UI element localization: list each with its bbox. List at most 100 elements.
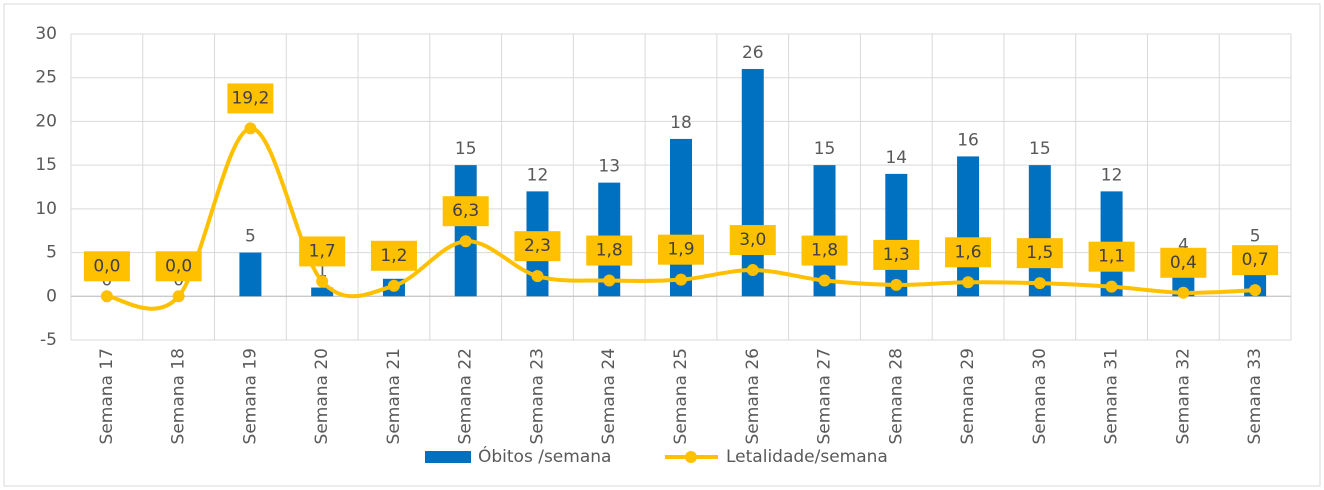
line-label-box (658, 234, 704, 265)
line-value-label: 1,2 (380, 246, 407, 266)
bar (1028, 165, 1051, 297)
line-label-box (945, 237, 992, 268)
bar (741, 68, 764, 297)
line-point (387, 279, 400, 292)
line-value-label: 1,6 (955, 242, 982, 262)
bar-value-label: 15 (1029, 139, 1051, 159)
line-label-box (514, 231, 561, 262)
line-point (675, 273, 687, 286)
x-tick-label: Semana 21 (384, 348, 404, 444)
x-tick-label: Semana 19 (240, 348, 260, 444)
y-tick-label: 25 (35, 68, 57, 88)
x-tick-label: Semana 29 (958, 348, 978, 444)
x-tick-label: Semana 22 (456, 348, 476, 444)
line-value-label: 1,5 (1026, 243, 1053, 263)
legend-label: Letalidade/semana (726, 447, 888, 467)
line-point (531, 270, 544, 283)
y-tick-label: 5 (46, 243, 57, 263)
x-tick-label: Semana 28 (886, 348, 906, 444)
bar (885, 173, 908, 297)
line-value-label: 0,7 (1242, 250, 1269, 270)
bar-value-label: 16 (957, 130, 979, 150)
bar-value-label: 12 (527, 165, 549, 185)
line-point (1177, 286, 1190, 299)
line-label-box (801, 235, 848, 266)
bar (957, 156, 980, 297)
y-tick-label: 0 (46, 286, 57, 306)
line-value-label: 1,3 (883, 245, 910, 265)
bar-value-label: 13 (598, 157, 620, 177)
line-value-label: 1,1 (1098, 247, 1125, 267)
line-value-label: 2,3 (524, 236, 551, 256)
line-point (603, 274, 616, 287)
line-point (316, 275, 329, 288)
bar (670, 138, 692, 297)
line-point (818, 274, 831, 287)
bar (454, 165, 477, 297)
x-tick-label: Semana 27 (815, 348, 835, 444)
line-label-box (873, 239, 920, 270)
line-label-box (299, 236, 346, 267)
y-tick-label: 10 (35, 199, 57, 219)
line-value-label: 3,0 (739, 230, 766, 250)
line-point (1105, 280, 1118, 293)
line-label-box (227, 83, 274, 114)
line-label-box (1232, 245, 1279, 276)
line-label-box (370, 240, 417, 271)
line-value-label: 0,0 (93, 256, 120, 276)
line-point (890, 278, 903, 291)
x-tick-label: Semana 18 (169, 348, 189, 444)
x-tick-label: Semana 20 (312, 348, 332, 444)
bar-value-label: 5 (1250, 227, 1261, 247)
legend-swatch-point (685, 451, 697, 463)
line-value-label: 1,8 (811, 241, 838, 261)
line-label-box (729, 225, 776, 256)
y-tick-label: -5 (40, 330, 57, 350)
bar-value-label: 15 (455, 139, 477, 159)
x-tick-label: Semana 32 (1173, 348, 1193, 444)
line-label-box (155, 251, 202, 282)
x-tick-label: Semana 17 (97, 348, 117, 444)
bar-value-label: 15 (814, 139, 836, 159)
bar-value-label: 26 (742, 43, 764, 63)
bar-value-label: 14 (885, 148, 907, 168)
bar-value-label: 4 (1178, 235, 1189, 255)
x-tick-label: Semana 23 (527, 348, 547, 444)
line-point (244, 122, 257, 135)
line-label-box (1088, 241, 1135, 272)
line-point (1033, 277, 1046, 290)
bar (311, 287, 334, 297)
bar-value-label: 5 (245, 227, 256, 247)
line-value-label: 0,0 (165, 256, 192, 276)
line-value-label: 1,7 (309, 241, 336, 261)
line-point (459, 235, 472, 248)
legend-label: Óbitos /semana (478, 445, 611, 467)
line-point (100, 290, 113, 303)
bar-value-label: 18 (670, 113, 692, 133)
line-value-label: 1,9 (667, 240, 694, 260)
x-tick-label: Semana 25 (671, 348, 691, 444)
line-point (172, 290, 185, 303)
line-label-box (1160, 247, 1207, 278)
y-tick-label: 15 (35, 155, 57, 175)
y-tick-label: 20 (35, 111, 57, 131)
legend-swatch-bar (425, 451, 471, 463)
line-point (962, 276, 975, 289)
y-tick-label: 30 (35, 24, 57, 44)
line-value-label: 6,3 (452, 201, 479, 221)
x-tick-label: Semana 33 (1245, 348, 1265, 444)
line-value-label: 0,4 (1170, 253, 1197, 273)
x-tick-label: Semana 24 (599, 348, 619, 444)
x-tick-label: Semana 30 (1030, 348, 1050, 444)
bar-value-label: 12 (1101, 165, 1123, 185)
line-point (746, 264, 759, 277)
bar (239, 252, 262, 297)
x-tick-label: Semana 26 (743, 348, 763, 444)
line-point (1249, 284, 1262, 297)
line-label-box (586, 235, 633, 266)
x-tick-label: Semana 31 (1102, 348, 1122, 444)
line-value-label: 1,8 (596, 241, 623, 261)
line-label-box (1016, 238, 1063, 269)
line-label-box (83, 251, 130, 282)
